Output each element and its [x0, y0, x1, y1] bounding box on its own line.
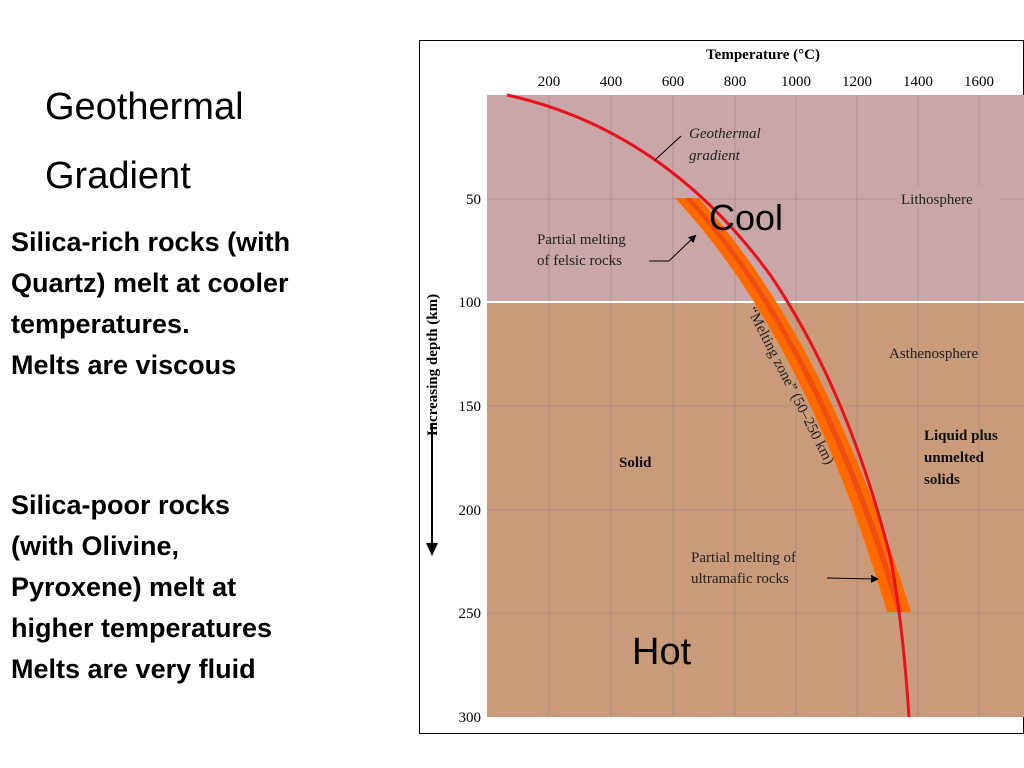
slide-title-line-2: Gradient	[45, 155, 191, 197]
paragraph-line: higher temperatures	[11, 613, 273, 643]
hot-label: Hot	[632, 631, 692, 673]
solid-label: Solid	[619, 455, 652, 471]
geothermal-gradient-curve	[506, 93, 911, 718]
geothermal-gradient-pointer	[654, 135, 682, 161]
liquid-label-line-3: solids	[924, 472, 960, 488]
silica-rich-paragraph: Silica-rich rocks (with Quartz) melt at …	[11, 222, 290, 386]
liquid-label-line-2: unmelted	[924, 450, 985, 466]
geothermal-gradient-label-line-2: gradient	[689, 148, 741, 164]
depth-tick: 300	[459, 710, 482, 726]
temperature-tick: 200	[538, 74, 561, 90]
temperature-tick: 1000	[781, 74, 811, 90]
lithosphere-label: Lithosphere	[901, 192, 973, 208]
partial-felsic-label-line-1: Partial melting	[537, 232, 626, 248]
depth-tick: 50	[466, 192, 481, 208]
temperature-tick: 1400	[903, 74, 933, 90]
depth-tick: 150	[459, 399, 482, 415]
partial-ultramafic-label-line-1: Partial melting of	[691, 550, 796, 566]
geothermal-gradient-label-line-1: Geothermal	[689, 126, 761, 142]
paragraph-line: Silica-poor rocks	[11, 490, 231, 520]
cool-label: Cool	[709, 197, 783, 238]
asthenosphere-layer	[487, 302, 1024, 717]
silica-poor-paragraph: Silica-poor rocks (with Olivine, Pyroxen…	[11, 485, 272, 690]
temperature-tick: 1200	[842, 74, 872, 90]
temperature-tick: 400	[600, 74, 623, 90]
paragraph-line: (with Olivine,	[11, 531, 180, 561]
paragraph-line: Melts are very fluid	[11, 654, 256, 684]
partial-felsic-arrow	[649, 234, 697, 262]
temperature-tick: 600	[662, 74, 685, 90]
depth-tick: 100	[459, 295, 482, 311]
paragraph-line: Silica-rich rocks (with	[11, 227, 291, 257]
slide-title-line-1: Geothermal	[45, 86, 244, 128]
paragraph-line: Melts are viscous	[11, 350, 237, 380]
asthenosphere-label: Asthenosphere	[889, 346, 978, 362]
partial-ultramafic-arrow	[826, 574, 879, 583]
lithosphere-label-bg	[897, 186, 1001, 208]
partial-ultramafic-label-line-2: ultramafic rocks	[691, 571, 789, 587]
depth-tick: 200	[459, 503, 482, 519]
temperature-tick: 1600	[964, 74, 994, 90]
depth-axis-title: Increasing depth (km)	[425, 294, 441, 436]
paragraph-line: Pyroxene) melt at	[11, 572, 237, 602]
paragraph-line: temperatures.	[11, 309, 190, 339]
paragraph-line: Quartz) melt at cooler	[11, 268, 289, 298]
depth-tick: 250	[459, 606, 482, 622]
partial-felsic-label-line-2: of felsic rocks	[537, 253, 622, 269]
depth-arrow-icon	[426, 543, 438, 556]
geothermal-gradient-diagram: Temperature (°C) Increasing depth (km) 2…	[419, 40, 1024, 734]
liquid-label-line-1: Liquid plus	[924, 428, 998, 444]
temperature-tick: 800	[724, 74, 747, 90]
temperature-axis-title: Temperature (°C)	[706, 47, 820, 63]
